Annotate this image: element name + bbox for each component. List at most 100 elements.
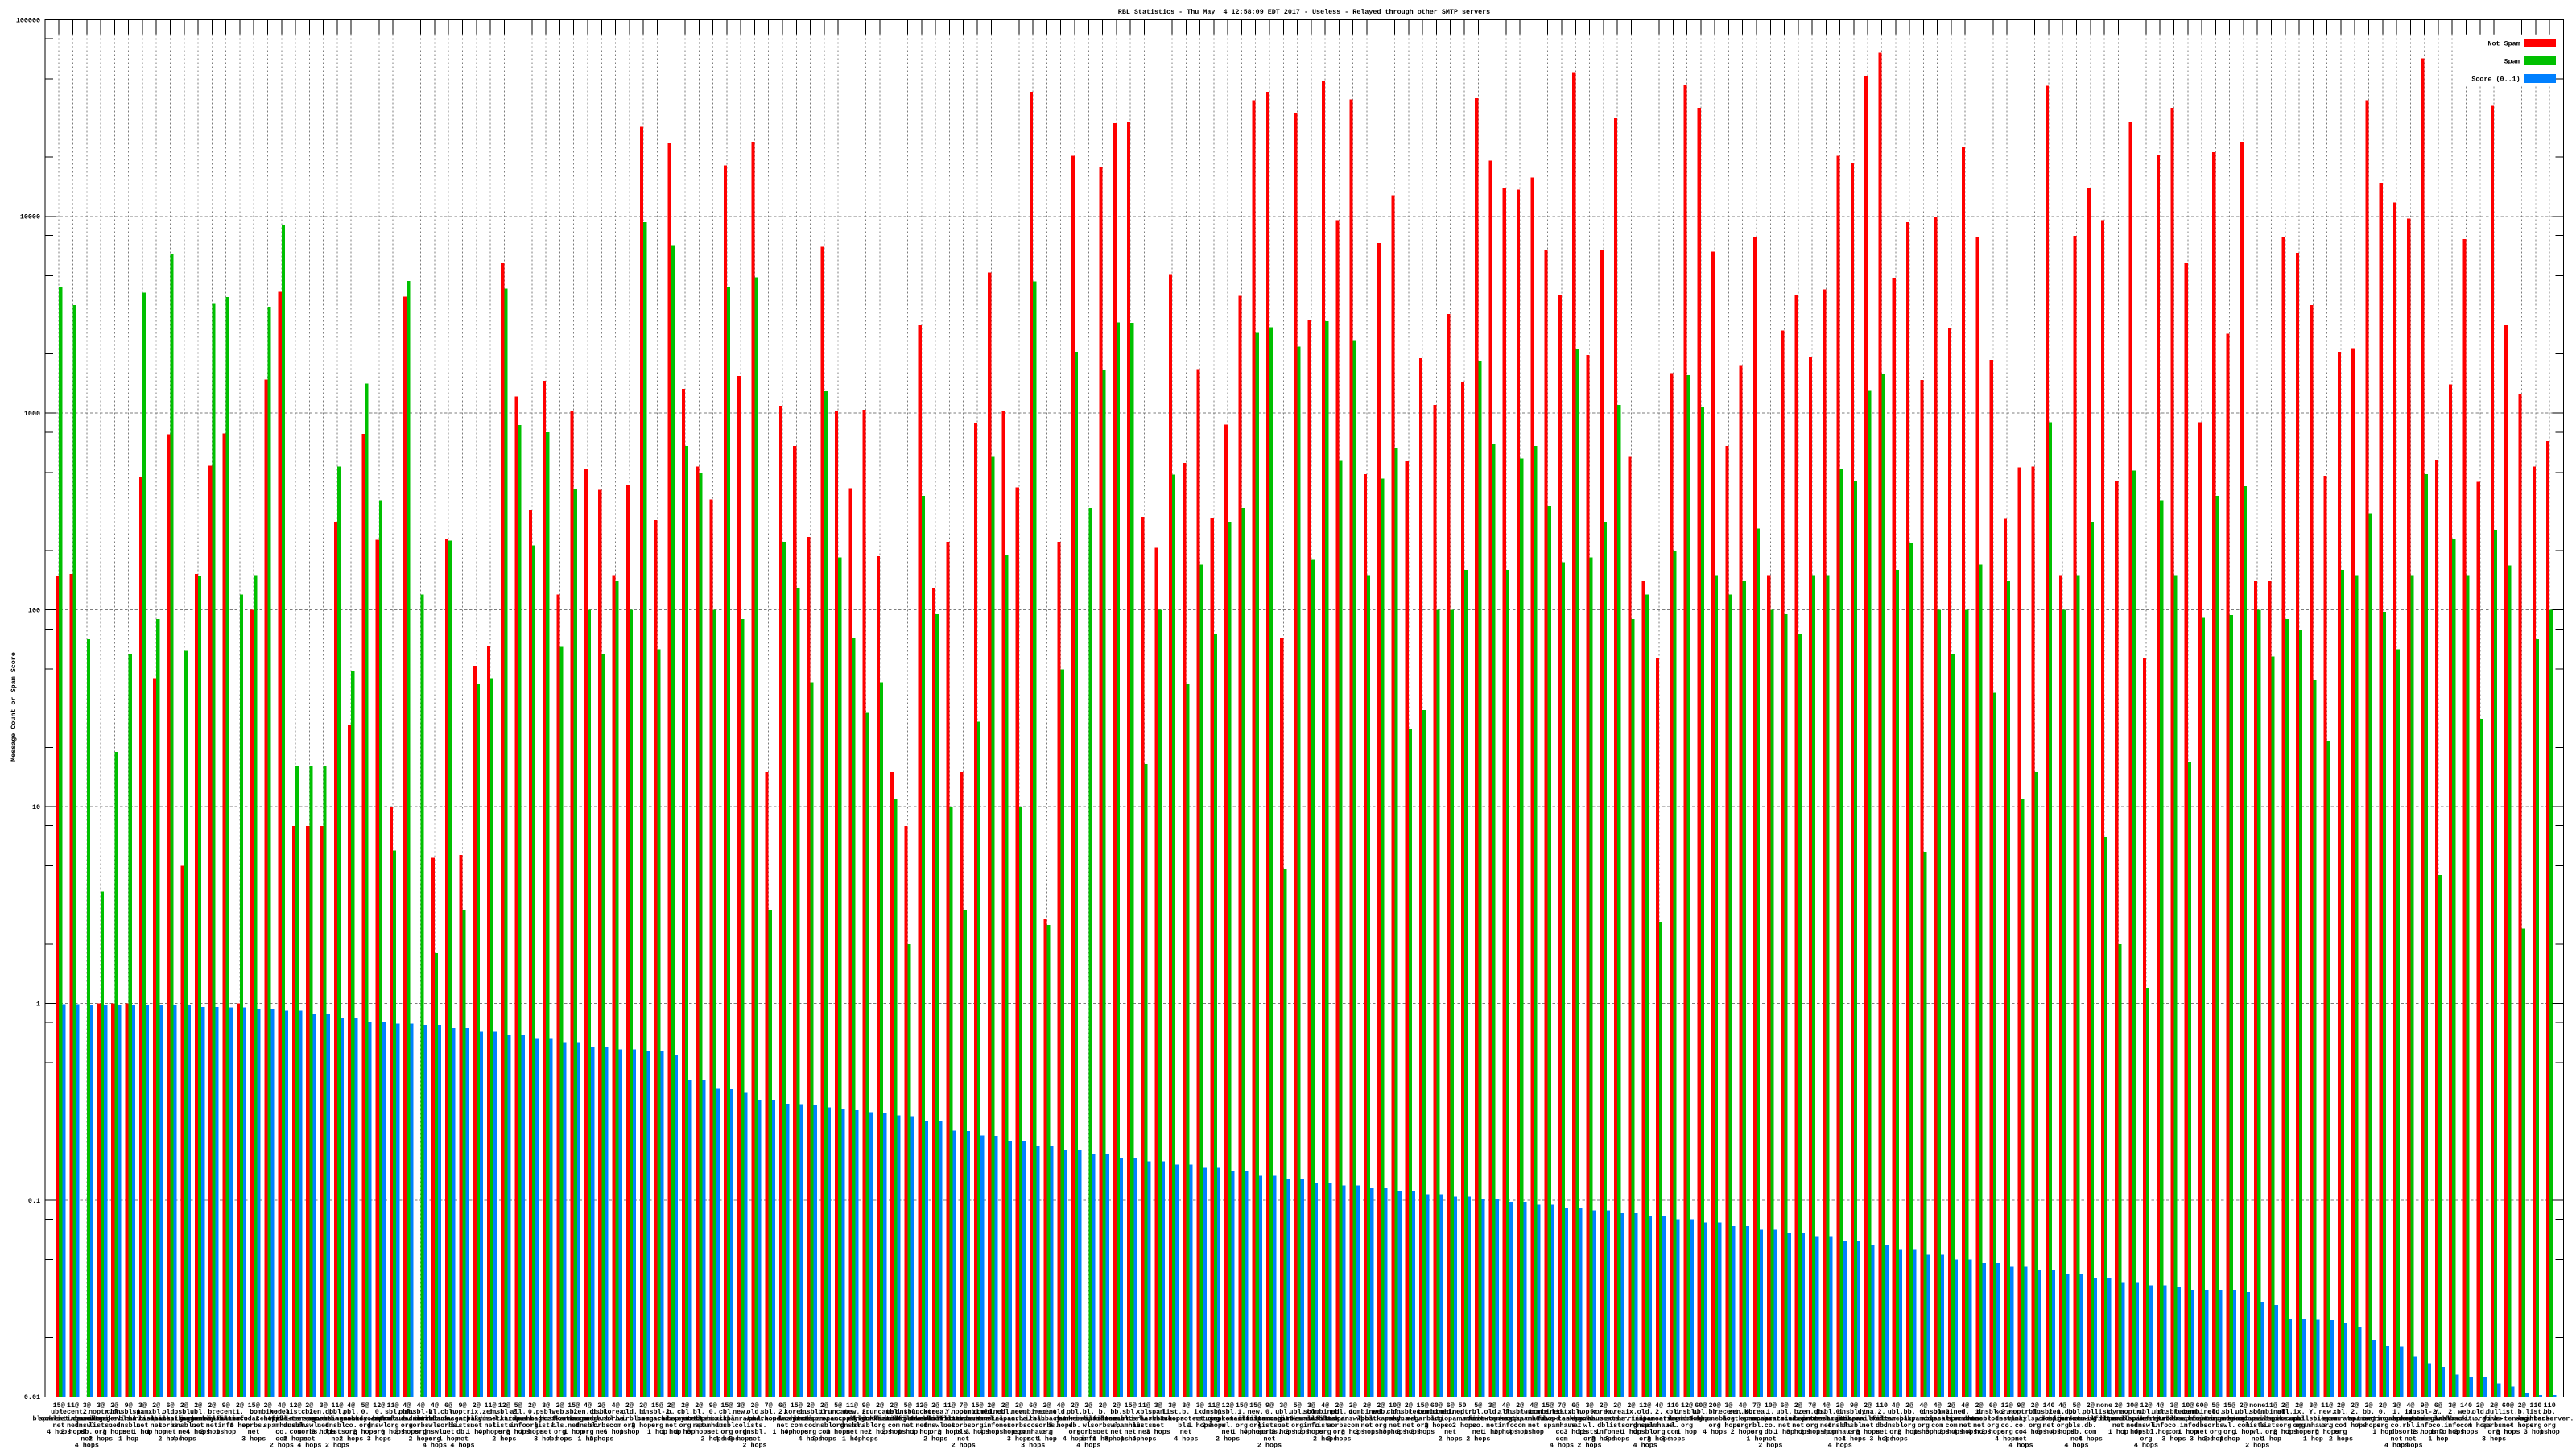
svg-text:12@dnsbl-2.hostkarma.lists.org: 12@ dnsbl-2. hostkarma. lists. org 2 hops [484,1402,524,1443]
svg-text:60@ubl.3 hops: 60@ ubl. 3 hops [1689,1402,1713,1423]
svg-text:7@noptr.barracudacentral.sorbs: 7@ noptr. barracudacentral. sorbs. bls. net 2 … [929,1402,997,1449]
svg-text:1: 1 [36,1000,40,1008]
svg-text:10@recent.junkemailfilter.info: 10@ recent. junkemailfilter. info 1 hop [2156,1402,2220,1436]
svg-text:10: 10 [32,803,40,811]
svg-text:10000: 10000 [20,213,40,221]
svg-text:7@sbl.4 hops: 7@ sbl. 4 hops [757,1402,781,1423]
svg-text:2@combined.2 hops: 2@ combined. 2 hops [250,1402,286,1423]
svg-text:15@combined.6 hops: 15@ combined. 6 hops [1530,1402,1566,1423]
svg-text:11@combined.mailspike.lists.or: 11@ combined. mailspike. lists. org 1 hop [2251,1402,2291,1443]
svg-text:Spam: Spam [2504,57,2520,65]
svg-text:100000: 100000 [16,16,40,24]
svg-text:2@bl.junkemailfilter.wl.sorbs.: 2@ bl. junkemailfilter. wl. sorbs. info 4 hops [1056,1402,1121,1449]
svg-text:3@list.3 hops: 3@ list. 3 hops [1160,1402,1184,1423]
svg-text:RBL Statistics - Thu May 4 12: RBL Statistics - Thu May 4 12:58:09 EDT … [1118,8,1490,16]
svg-text:Message Count or Spam Score: Message Count or Spam Score [10,652,18,762]
svg-text:Not Spam: Not Spam [2487,39,2520,47]
svg-text:100: 100 [28,607,40,615]
